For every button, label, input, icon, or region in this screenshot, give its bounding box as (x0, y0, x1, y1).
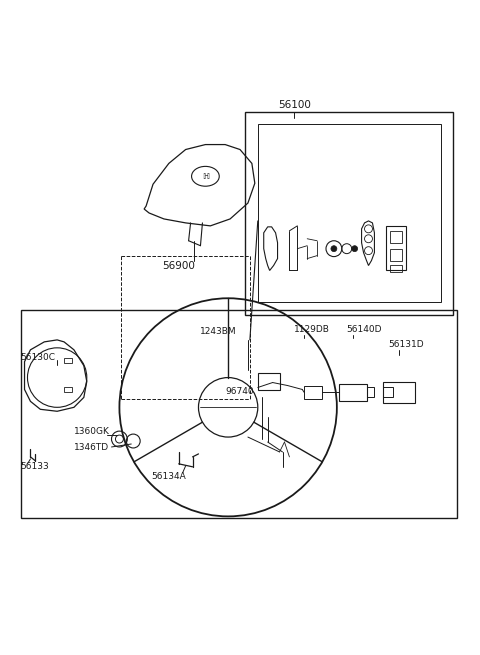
Text: 56134A: 56134A (152, 472, 186, 481)
Bar (339, 384, 367, 402)
Bar (390, 265, 402, 272)
Bar (304, 386, 322, 400)
Bar (384, 382, 415, 403)
Bar (390, 249, 402, 261)
Text: 1346TD: 1346TD (74, 443, 109, 453)
Circle shape (331, 246, 337, 252)
Text: 1129DB: 1129DB (294, 326, 330, 335)
Text: 96740: 96740 (226, 387, 254, 396)
Text: 56130C: 56130C (20, 353, 55, 362)
Text: 1243BM: 1243BM (200, 328, 237, 337)
Text: 56133: 56133 (21, 462, 49, 472)
Bar (245, 112, 453, 315)
Bar (390, 231, 402, 243)
Text: 56100: 56100 (278, 100, 311, 110)
Bar (384, 388, 393, 398)
Circle shape (352, 246, 358, 252)
Bar (21, 310, 457, 518)
Text: ℍ: ℍ (202, 172, 209, 181)
Text: 56131D: 56131D (388, 341, 424, 349)
Bar (258, 124, 441, 302)
Bar (64, 358, 72, 363)
Bar (258, 373, 279, 390)
Text: 56140D: 56140D (347, 326, 382, 335)
Bar (367, 388, 374, 398)
Bar (64, 388, 72, 392)
Text: 1360GK: 1360GK (74, 426, 110, 436)
Text: 56900: 56900 (162, 261, 195, 271)
Bar (386, 226, 406, 271)
